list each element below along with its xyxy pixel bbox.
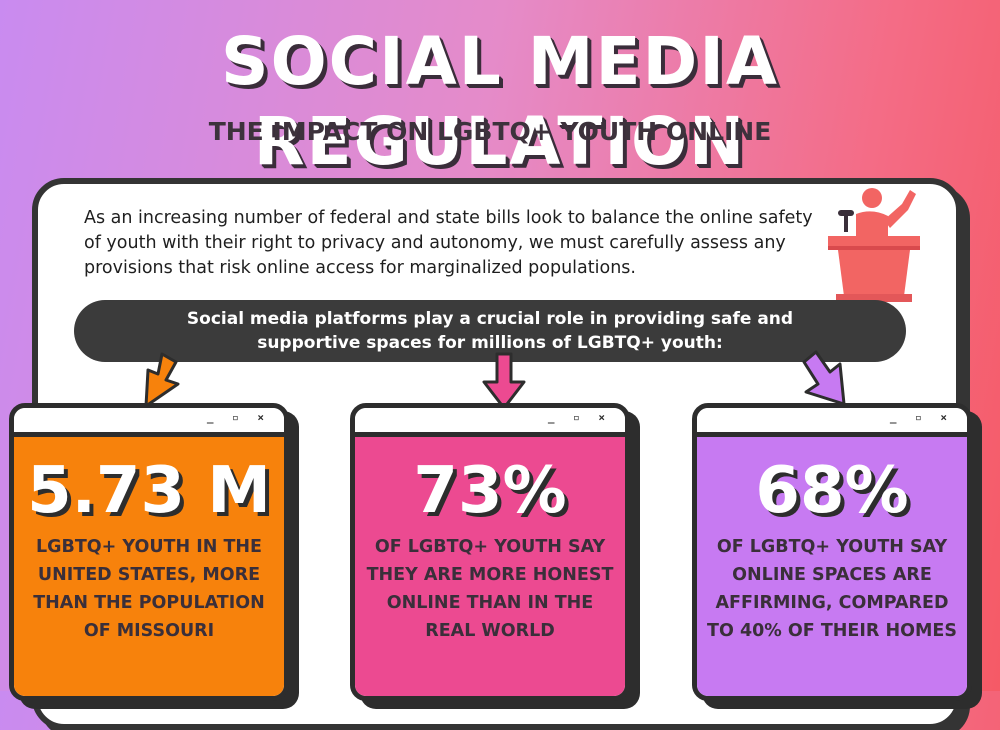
info-banner: Social media platforms play a crucial ro…: [74, 300, 906, 362]
stat-description: OF LGBTQ+ YOUTH SAY THEY ARE MORE HONEST…: [366, 537, 614, 641]
stat-description: OF LGBTQ+ YOUTH SAY ONLINE SPACES ARE AF…: [707, 537, 957, 641]
stat-value: 5.73 M: [27, 454, 271, 528]
card-body: 73% OF LGBTQ+ YOUTH SAY THEY ARE MORE HO…: [355, 437, 625, 696]
stat-card-affirming-spaces: _ ▫ × 68% OF LGBTQ+ YOUTH SAY ONLINE SPA…: [692, 403, 972, 701]
window-controls: _ ▫ ×: [889, 411, 953, 424]
stat-value: 68%: [755, 454, 909, 528]
down-arrow-icon: [144, 352, 180, 408]
banner-text: Social media platforms play a crucial ro…: [186, 309, 794, 353]
page-subtitle: THE IMPACT ON LGBTQ+ YOUTH ONLINE: [208, 117, 772, 146]
stat-description: LGBTQ+ YOUTH IN THE UNITED STATES, MORE …: [33, 537, 265, 641]
window-controls: _ ▫ ×: [547, 411, 611, 424]
window-titlebar: _ ▫ ×: [14, 408, 284, 437]
card-body: 68% OF LGBTQ+ YOUTH SAY ONLINE SPACES AR…: [697, 437, 967, 696]
stat-card-honest-online: _ ▫ × 73% OF LGBTQ+ YOUTH SAY THEY ARE M…: [350, 403, 630, 701]
speaker-at-podium-icon: [828, 188, 920, 302]
stat-value: 73%: [413, 454, 567, 528]
intro-text: As an increasing number of federal and s…: [84, 208, 813, 278]
window-titlebar: _ ▫ ×: [697, 408, 967, 437]
card-body: 5.73 M LGBTQ+ YOUTH IN THE UNITED STATES…: [14, 437, 284, 696]
stat-card-lgbtq-youth-count: _ ▫ × 5.73 M LGBTQ+ YOUTH IN THE UNITED …: [9, 403, 289, 701]
window-titlebar: _ ▫ ×: [355, 408, 625, 437]
down-arrow-icon: [802, 350, 846, 406]
page-title: SOCIAL MEDIA REGULATION: [221, 23, 779, 180]
down-arrow-icon: [482, 352, 526, 410]
window-controls: _ ▫ ×: [206, 411, 270, 424]
